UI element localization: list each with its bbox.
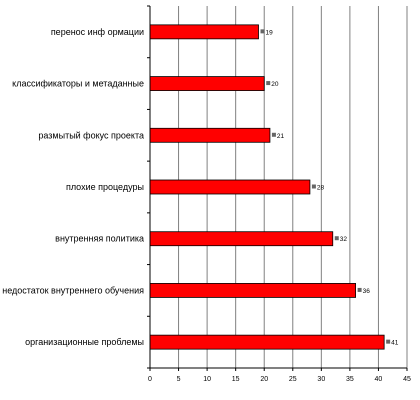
data-label: 20 xyxy=(271,81,279,88)
data-label-marker xyxy=(266,81,271,86)
chart-labels: 0 5 10 15 20 25 30 35 40 45 19 перенос инф ормации 2… xyxy=(2,27,411,383)
bar xyxy=(149,334,385,350)
data-label: 32 xyxy=(340,236,348,243)
x-tick-label: 15 xyxy=(232,376,240,383)
data-label-marker xyxy=(334,236,339,241)
x-tick-label: 40 xyxy=(375,376,383,383)
category-label: перенос инф ормации xyxy=(51,27,144,37)
x-tick-label: 20 xyxy=(260,376,268,383)
chart-bars xyxy=(149,24,391,350)
data-label: 21 xyxy=(277,133,285,140)
x-tick-label: 5 xyxy=(177,376,181,383)
category-label: размытый фокус проекта xyxy=(38,130,144,140)
x-tick-label: 45 xyxy=(403,376,411,383)
data-label: 28 xyxy=(317,185,325,192)
x-tick-label: 10 xyxy=(203,376,211,383)
bar xyxy=(149,76,265,91)
bar xyxy=(149,179,311,195)
data-label-marker xyxy=(386,339,391,344)
data-label-marker xyxy=(357,287,362,292)
bar xyxy=(149,127,271,143)
category-label: внутренняя политика xyxy=(55,234,144,244)
data-label-marker xyxy=(271,132,276,137)
bar xyxy=(149,283,357,298)
category-label: организационные проблемы xyxy=(25,337,144,347)
data-label: 41 xyxy=(391,340,399,347)
category-label: плохие процедуры xyxy=(66,182,144,192)
data-label-marker xyxy=(260,29,265,34)
bar xyxy=(149,24,259,40)
data-label: 19 xyxy=(266,29,274,36)
x-tick-label: 0 xyxy=(148,376,152,383)
x-tick-label: 30 xyxy=(317,376,325,383)
data-label: 36 xyxy=(363,288,371,295)
bar xyxy=(149,231,334,247)
category-label: недостаток внутреннего обучения xyxy=(2,285,144,295)
chart-axes xyxy=(147,5,408,371)
data-label-marker xyxy=(311,184,316,189)
category-label: классификаторы и метаданные xyxy=(12,79,144,89)
x-tick-label: 25 xyxy=(289,376,297,383)
x-tick-label: 35 xyxy=(346,376,354,383)
